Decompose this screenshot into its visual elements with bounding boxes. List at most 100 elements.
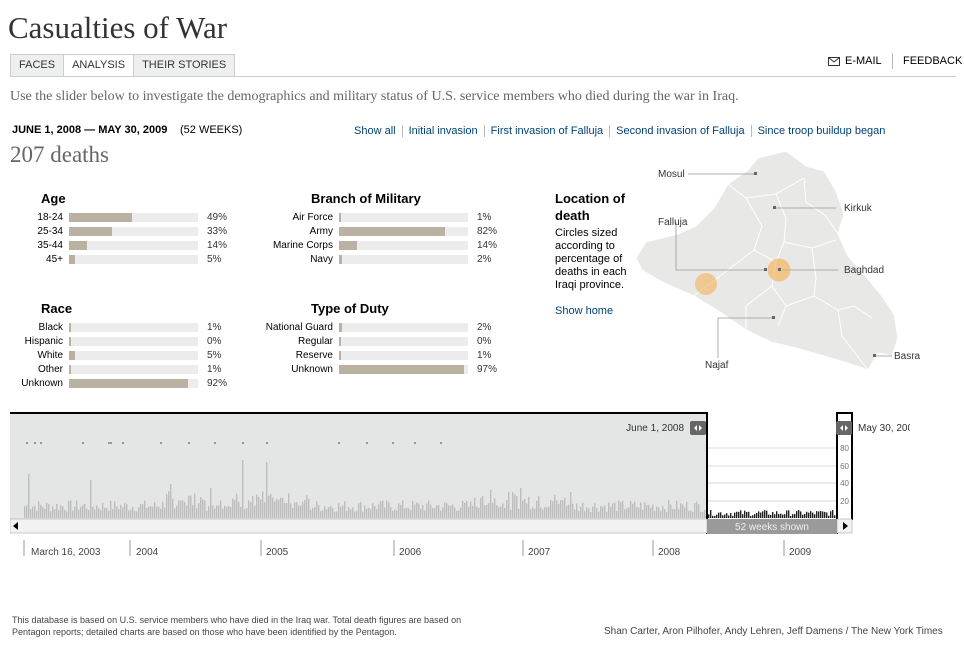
history-bar	[548, 506, 550, 518]
history-bar	[108, 511, 110, 518]
history-bar	[510, 509, 512, 518]
history-bar	[308, 498, 310, 518]
history-bar	[234, 499, 236, 518]
timeline-scroll-track[interactable]	[10, 518, 708, 534]
history-bar	[432, 507, 434, 518]
scroll-left-arrow-icon[interactable]	[13, 522, 18, 530]
anbar-circle[interactable]	[695, 273, 717, 295]
location-title: Location of death	[555, 191, 626, 223]
history-bar	[292, 507, 294, 518]
history-bar	[476, 506, 478, 518]
tab-their-stories[interactable]: THEIR STORIES	[134, 54, 236, 77]
history-bar	[134, 510, 136, 518]
scroll-right-arrow-icon[interactable]	[843, 522, 848, 530]
tab-analysis[interactable]: ANALYSIS	[64, 54, 135, 77]
start-handle[interactable]	[690, 421, 706, 435]
selected-bar	[774, 514, 776, 518]
history-bar	[104, 507, 106, 518]
history-bar	[176, 505, 178, 518]
history-bar	[338, 503, 340, 518]
history-bar	[256, 494, 258, 518]
duty-panel: National Guard 2% Regular 0% Reserve 1% Unknow…	[240, 322, 520, 382]
stat-label: 45+	[46, 254, 63, 265]
history-bar	[378, 504, 380, 518]
history-bar	[632, 503, 634, 518]
preset-initial-invasion[interactable]: Initial invasion	[401, 125, 484, 137]
branch-row: Navy 2%	[240, 254, 520, 268]
stat-bar	[69, 365, 71, 374]
history-bar	[478, 507, 480, 518]
history-bar	[600, 506, 602, 518]
age-row: 25-34 33%	[10, 226, 250, 240]
history-bar	[194, 493, 196, 518]
intro-text: Use the slider below to investigate the …	[10, 89, 739, 104]
history-bar	[438, 505, 440, 518]
history-bar	[634, 501, 636, 518]
history-bar	[584, 511, 586, 518]
history-bar	[520, 488, 522, 518]
age-row: 35-44 14%	[10, 240, 250, 254]
history-bar	[588, 508, 590, 518]
selected-bar	[798, 510, 800, 518]
history-bar	[364, 505, 366, 518]
history-bar	[252, 495, 254, 518]
tab-faces[interactable]: FACES	[10, 54, 65, 77]
history-bar	[460, 507, 462, 518]
stat-track	[339, 213, 468, 222]
timeline-selected-bars	[708, 510, 836, 518]
history-bar	[40, 504, 42, 518]
end-handle[interactable]	[836, 421, 852, 435]
history-bar	[154, 501, 156, 518]
preset-second-falluja[interactable]: Second invasion of Falluja	[609, 125, 750, 137]
history-bar	[526, 503, 528, 518]
city-label-najaf: Najaf	[705, 360, 729, 371]
axis-label-2006: 2006	[399, 547, 422, 558]
history-bar	[38, 501, 40, 518]
drag-handle-icon	[694, 425, 702, 431]
branch-row: Marine Corps 14%	[240, 240, 520, 254]
history-bar	[366, 508, 368, 518]
history-bar	[440, 510, 442, 518]
history-bar	[672, 509, 674, 518]
selected-bar	[758, 511, 760, 518]
history-bar	[390, 507, 392, 518]
preset-first-falluja[interactable]: First invasion of Falluja	[483, 125, 610, 137]
feedback-button[interactable]: FEEDBACK	[903, 55, 963, 67]
duty-row: Reserve 1%	[240, 350, 520, 364]
history-bar	[114, 501, 116, 518]
history-bar	[580, 506, 582, 518]
history-bar	[286, 502, 288, 518]
history-bar	[166, 494, 168, 518]
duty-panel-title: Type of Duty	[311, 301, 389, 316]
history-bar	[36, 511, 38, 518]
stat-track	[339, 351, 468, 360]
event-marker	[40, 442, 42, 444]
history-bar	[528, 496, 530, 518]
preset-troop-buildup[interactable]: Since troop buildup began	[750, 125, 892, 137]
history-bar	[374, 506, 376, 518]
stat-track	[339, 241, 468, 250]
history-bar	[678, 509, 680, 518]
history-bar	[416, 502, 418, 518]
stat-track	[339, 323, 468, 332]
show-home-link[interactable]: Show home	[555, 305, 614, 317]
stat-bar	[69, 227, 112, 236]
preset-show-all[interactable]: Show all	[354, 125, 396, 137]
city-label-kirkuk: Kirkuk	[844, 203, 873, 214]
history-bar	[304, 500, 306, 518]
history-bar	[28, 474, 30, 518]
history-bar	[554, 494, 556, 518]
history-bar	[536, 500, 538, 518]
history-bar	[474, 497, 476, 518]
history-bar	[486, 504, 488, 518]
timeline-gridlines	[707, 447, 837, 502]
history-bar	[612, 503, 614, 518]
history-bar	[550, 500, 552, 518]
stat-percent: 1%	[207, 364, 222, 375]
email-button[interactable]: E-MAIL	[828, 55, 882, 67]
selected-bar	[716, 514, 718, 518]
age-panel: 18-24 49% 25-34 33% 35-44 14% 45+ 5%	[10, 212, 250, 272]
history-bar	[70, 500, 72, 518]
stat-percent: 82%	[477, 226, 498, 237]
timeline-scroll-thumb[interactable]	[707, 519, 837, 534]
